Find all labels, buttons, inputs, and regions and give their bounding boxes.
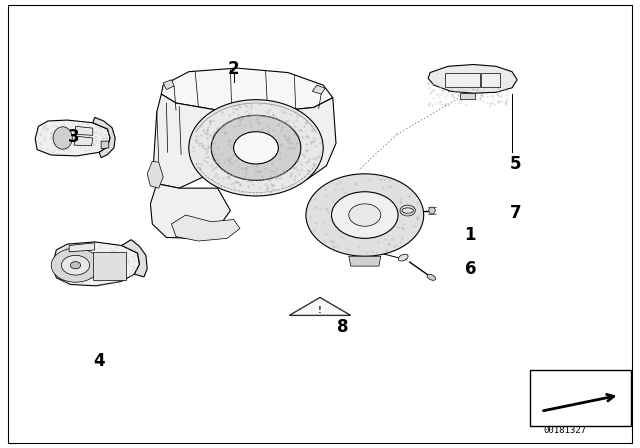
Circle shape: [332, 192, 398, 238]
Text: 5: 5: [509, 155, 521, 172]
Polygon shape: [460, 93, 475, 99]
Bar: [93, 252, 126, 280]
Polygon shape: [93, 117, 115, 158]
Polygon shape: [74, 136, 93, 146]
Polygon shape: [69, 243, 95, 252]
Ellipse shape: [427, 274, 436, 280]
Polygon shape: [147, 161, 163, 188]
Circle shape: [306, 174, 424, 256]
Text: 2: 2: [228, 60, 239, 78]
Text: 1: 1: [465, 226, 476, 244]
Ellipse shape: [234, 132, 278, 164]
Polygon shape: [349, 256, 381, 266]
Ellipse shape: [398, 254, 408, 261]
Text: 00181327: 00181327: [543, 426, 586, 435]
Polygon shape: [150, 184, 230, 238]
Polygon shape: [35, 120, 110, 156]
Ellipse shape: [53, 127, 72, 149]
Polygon shape: [122, 240, 147, 277]
Polygon shape: [163, 80, 174, 90]
Polygon shape: [154, 94, 218, 188]
Polygon shape: [161, 68, 333, 111]
Text: 4: 4: [93, 352, 105, 370]
Text: !: !: [318, 306, 322, 315]
Circle shape: [400, 205, 415, 216]
Ellipse shape: [402, 208, 413, 213]
Polygon shape: [101, 141, 109, 149]
Ellipse shape: [189, 99, 323, 196]
Text: 8: 8: [337, 318, 348, 336]
Ellipse shape: [429, 207, 435, 214]
Text: 3: 3: [68, 128, 79, 146]
Circle shape: [51, 248, 100, 282]
Ellipse shape: [211, 115, 301, 180]
Circle shape: [61, 255, 90, 275]
Polygon shape: [76, 126, 93, 135]
Bar: [530, 370, 631, 426]
Polygon shape: [52, 242, 140, 286]
Bar: [481, 73, 500, 87]
Bar: [445, 73, 480, 87]
Polygon shape: [243, 98, 336, 184]
Polygon shape: [172, 215, 240, 241]
Text: 7: 7: [509, 204, 521, 222]
Circle shape: [349, 204, 381, 226]
Polygon shape: [428, 65, 517, 93]
Polygon shape: [289, 297, 351, 315]
Circle shape: [70, 262, 81, 269]
Text: 6: 6: [465, 260, 476, 278]
Polygon shape: [312, 85, 325, 94]
